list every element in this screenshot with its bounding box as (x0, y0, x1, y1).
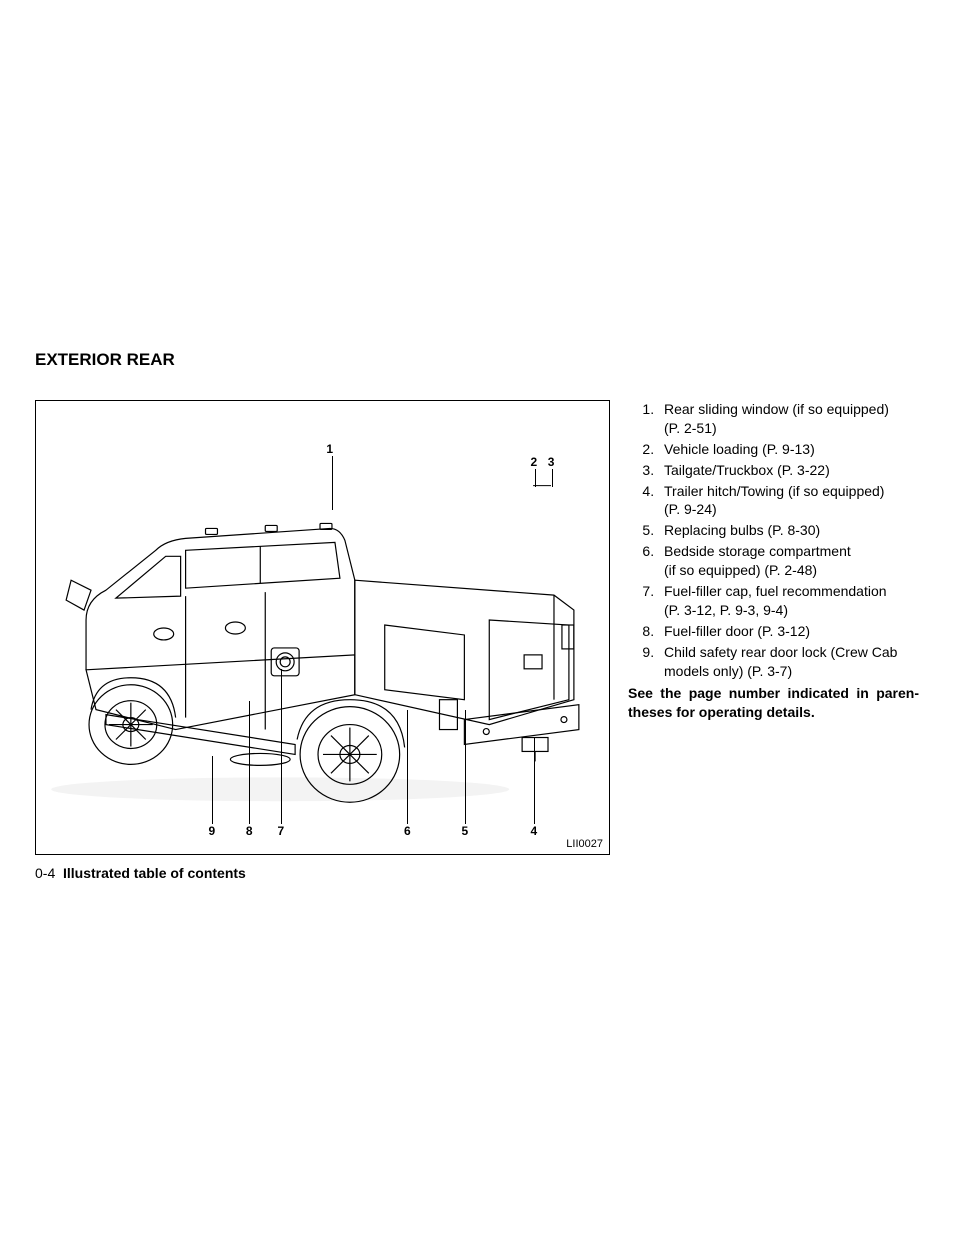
callout-leader-line (281, 669, 282, 824)
callout-list-item: Tailgate/Truckbox (P. 3-22) (658, 461, 919, 480)
callout-item-text: Vehicle loading (P. 9-13) (664, 441, 815, 457)
callout-leader-line (212, 756, 213, 824)
callout-leader-line (535, 469, 536, 487)
callout-leader-line (249, 701, 250, 824)
callout-item-pageref: (if so equipped) (P. 2-48) (664, 562, 817, 578)
callout-item-text: Tailgate/Truckbox (P. 3-22) (664, 462, 830, 478)
callout-item-text: Fuel-filler cap, fuel recommendation (664, 583, 887, 599)
callout-number: 1 (326, 442, 333, 456)
callout-number: 6 (404, 824, 411, 838)
callout-leader-line (332, 456, 333, 511)
callout-list-item: Bedside storage compartment (if so equipp… (658, 542, 919, 580)
callout-number: 5 (462, 824, 469, 838)
footer-section-title: Illustrated table of contents (63, 865, 246, 881)
callout-item-pageref: (P. 2-51) (664, 420, 717, 436)
operating-details-note: See the page number indicated in paren­t… (628, 684, 919, 722)
manual-page: EXTERIOR REAR (0, 0, 954, 1235)
callout-list-item: Child safety rear door lock (Crew Cab mo… (658, 643, 919, 681)
callout-list-item: Trailer hitch/Towing (if so equipped) (P.… (658, 482, 919, 520)
footer-page-number: 0-4 (35, 865, 55, 881)
callout-item-text: Rear sliding window (if so equipped) (664, 401, 889, 417)
figure-id-label: LII0027 (566, 838, 603, 850)
callout-list-item: Replacing bulbs (P. 8-30) (658, 521, 919, 540)
callout-item-text: Replacing bulbs (P. 8-30) (664, 522, 820, 538)
exterior-rear-figure: LII0027 1 23 9 8 7 6 5 4 (35, 400, 610, 855)
callout-list-item: Fuel-filler door (P. 3-12) (658, 622, 919, 641)
callout-item-text: Child safety rear door lock (Crew Cab mo… (664, 644, 897, 679)
page-footer: 0-4 Illustrated table of contents (35, 865, 610, 881)
callout-leader-line (552, 469, 553, 487)
callout-list: Rear sliding window (if so equipped) (P. … (628, 400, 919, 680)
callout-list-column: Rear sliding window (if so equipped) (P. … (628, 400, 919, 722)
callout-number: 4 (531, 824, 538, 838)
callout-number: 7 (278, 824, 285, 838)
callout-number: 3 (548, 455, 555, 469)
callout-list-item: Vehicle loading (P. 9-13) (658, 440, 919, 459)
callout-list-item: Rear sliding window (if so equipped) (P. … (658, 400, 919, 438)
truck-illustration (36, 401, 609, 854)
callout-leader-line (534, 738, 535, 824)
callout-item-text: Trailer hitch/Towing (if so equipped) (664, 483, 884, 499)
callout-leader-line (407, 710, 408, 824)
callout-number: 2 (531, 455, 538, 469)
callout-item-text: Bedside storage compartment (664, 543, 851, 559)
callout-leader-line (465, 710, 466, 824)
callout-list-item: Fuel-filler cap, fuel recommendation (P. … (658, 582, 919, 620)
callout-item-text: Fuel-filler door (P. 3-12) (664, 623, 810, 639)
content-row: LII0027 1 23 9 8 7 6 5 4 0-4 Illustrated table … (35, 400, 919, 881)
callout-number: 9 (209, 824, 216, 838)
callout-item-pageref: (P. 9-24) (664, 501, 717, 517)
figure-column: LII0027 1 23 9 8 7 6 5 4 0-4 Illustrated table … (35, 400, 610, 881)
callout-item-pageref: (P. 3-12, P. 9-3, 9-4) (664, 602, 788, 618)
callout-number: 8 (246, 824, 253, 838)
section-title: EXTERIOR REAR (35, 350, 919, 370)
